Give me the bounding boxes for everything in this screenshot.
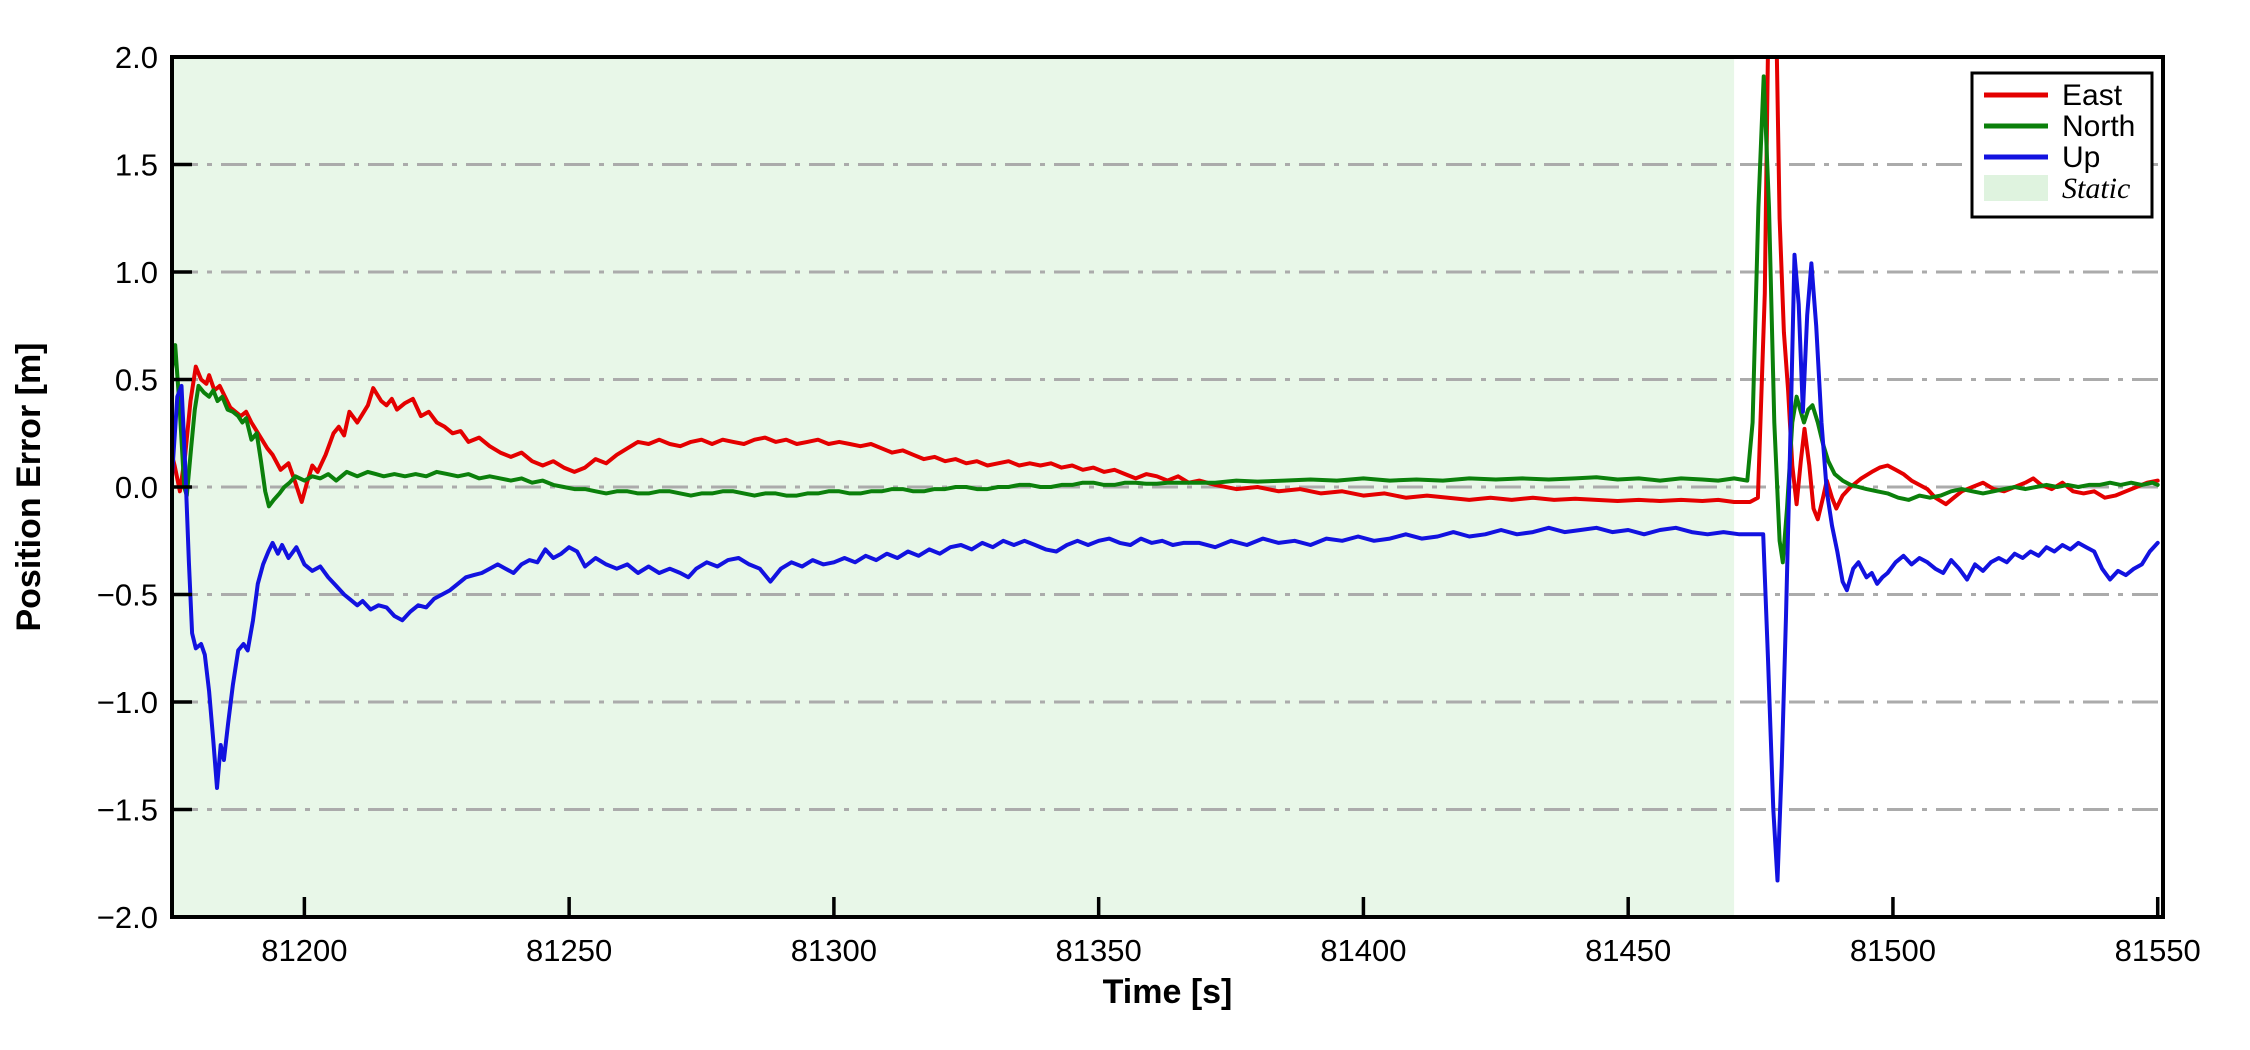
x-tick-label: 81450 [1585, 933, 1671, 968]
y-tick-label: −2.0 [97, 900, 158, 935]
y-axis: 2.0 1.5 1.0 0.5 0.0 −0.5 −1.0 −1.5 −2.0 [97, 40, 192, 935]
x-axis: 81200 81250 81300 81350 81400 81450 81500 81550 [261, 897, 2201, 968]
y-axis-label: Position Error [m] [10, 342, 48, 631]
legend-entry-up: Up [1984, 141, 2100, 174]
y-tick-label: 0.0 [115, 470, 158, 505]
y-tick-label: 0.5 [115, 363, 158, 398]
y-tick-label: 2.0 [115, 40, 158, 75]
legend-entry-static: Static [1984, 172, 2130, 205]
series-up-line [172, 252, 2160, 883]
x-tick-label: 81350 [1056, 933, 1142, 968]
y-tick-label: 1.5 [115, 148, 158, 183]
legend-label: East [2062, 79, 2123, 112]
y-tick-label: 1.0 [115, 255, 158, 290]
y-tick-label: −0.5 [97, 578, 158, 613]
legend-label: Up [2062, 141, 2100, 174]
x-tick-label: 81400 [1320, 933, 1406, 968]
x-tick-label: 81550 [2115, 933, 2201, 968]
legend-label: North [2062, 110, 2135, 143]
y-tick-label: −1.5 [97, 793, 158, 828]
x-tick-label: 81300 [791, 933, 877, 968]
series-group [172, 57, 2160, 883]
legend-label: Static [2062, 172, 2130, 205]
gridlines [172, 163, 2163, 811]
x-axis-label: Time [s] [1103, 973, 1233, 1011]
y-tick-label: −1.0 [97, 685, 158, 720]
x-tick-label: 81200 [261, 933, 347, 968]
x-tick-label: 81500 [1850, 933, 1936, 968]
legend-static-patch-swatch [1984, 175, 2048, 201]
x-tick-label: 81250 [526, 933, 612, 968]
legend-entry-north: North [1984, 110, 2135, 143]
series-east-line [172, 57, 2160, 522]
legend-entry-east: East [1984, 79, 2123, 112]
series-north-line [172, 74, 2160, 565]
